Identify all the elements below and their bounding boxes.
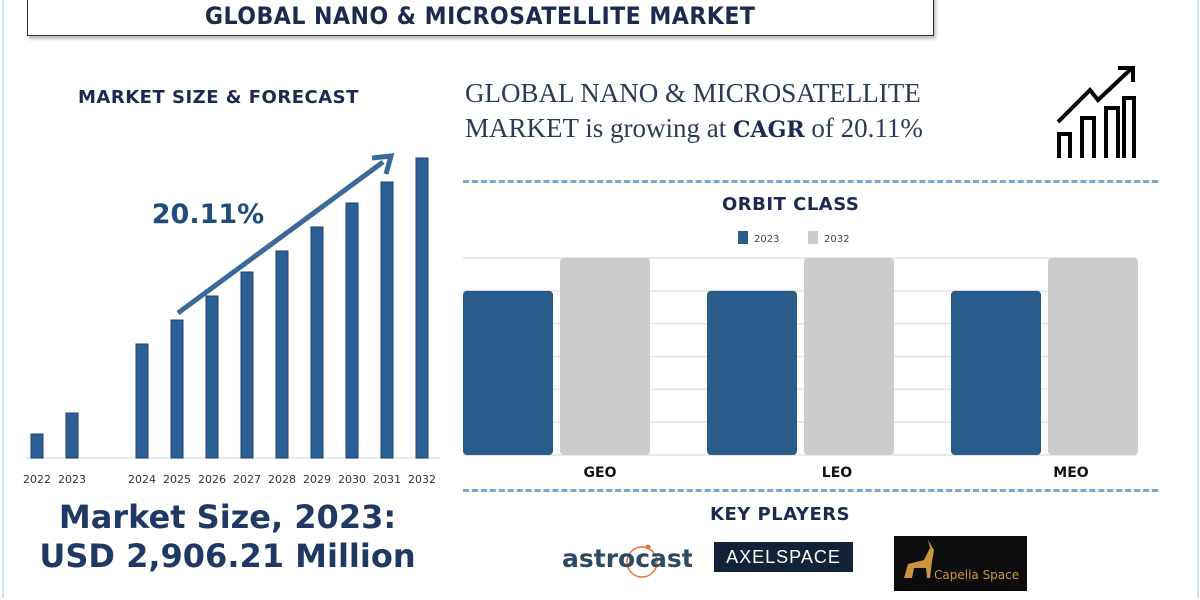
- bar-2030: [345, 202, 359, 459]
- bar-MEO-2032: [1048, 258, 1138, 455]
- tick-label-2026: 2026: [198, 473, 226, 486]
- key-players-heading: KEY PLAYERS: [710, 504, 851, 525]
- divider-top: [463, 180, 1158, 183]
- growth-chart-icon: [1056, 66, 1136, 158]
- cagr-line2: MARKET is growing at CAGR of 20.11%: [465, 113, 923, 144]
- bar-2025: [170, 319, 184, 459]
- legend-swatch-2032: [808, 231, 818, 244]
- orbit-class-heading: ORBIT CLASS: [722, 194, 860, 215]
- orbit-class-chart: 2023 2032 GEO LEO MEO: [463, 231, 1138, 481]
- arrow-head-icon: [371, 153, 395, 175]
- legend-label-2023: 2023: [754, 234, 779, 245]
- axelspace-text: AXELSPACE: [726, 546, 841, 567]
- market-size-heading: MARKET SIZE & FORECAST: [78, 87, 359, 108]
- bar-2027: [240, 271, 254, 459]
- bar-LEO-2032: [804, 258, 894, 455]
- bar-LEO-2023: [707, 290, 797, 455]
- tick-label-2030: 2030: [338, 473, 366, 486]
- bar-2032: [415, 157, 429, 459]
- tick-label-2032: 2032: [408, 473, 436, 486]
- bar-MEO-2023: [951, 290, 1041, 455]
- market-size-line1: Market Size, 2023:: [58, 498, 397, 536]
- category-label-GEO: GEO: [584, 465, 617, 481]
- bar-2024: [135, 343, 149, 459]
- category-label-MEO: MEO: [1053, 465, 1088, 481]
- market-size-line2: USD 2,906.21 Million: [39, 537, 416, 575]
- bar-2023: [65, 412, 79, 459]
- tick-label-2031: 2031: [373, 473, 401, 486]
- page-title: GLOBAL NANO & MICROSATELLITE MARKET: [205, 1, 756, 30]
- astrocast-logo: astrocast: [562, 540, 694, 585]
- cagr-line1: GLOBAL NANO & MICROSATELLITE: [465, 78, 921, 108]
- title-box: GLOBAL NANO & MICROSATELLITE MARKET: [27, 0, 934, 36]
- tick-label-2025: 2025: [163, 473, 191, 486]
- divider-bottom: [463, 489, 1158, 492]
- bar-2031: [380, 181, 394, 459]
- legend-label-2032: 2032: [824, 234, 849, 245]
- tick-label-2024: 2024: [128, 473, 156, 486]
- bar-2029: [310, 226, 324, 459]
- category-label-LEO: LEO: [822, 465, 852, 481]
- cagr-prefix: MARKET is growing at: [465, 113, 733, 143]
- legend-swatch-2023: [738, 231, 748, 244]
- bar-GEO-2023: [463, 290, 553, 455]
- bar-2022: [30, 433, 44, 459]
- trend-arrow: [176, 159, 385, 316]
- cagr-bold: CAGR: [733, 117, 805, 143]
- bar-2026: [205, 295, 219, 459]
- svg-text:Capella Space: Capella Space: [934, 568, 1019, 582]
- market-size-chart: 2022 2023 2024 2025 2026 2027 2028 2029 2030 2031…: [23, 153, 440, 486]
- tick-label-2023: 2023: [58, 473, 86, 486]
- svg-text:astrocast: astrocast: [562, 544, 692, 573]
- capella-space-logo: Capella Space: [894, 536, 1027, 591]
- cagr-suffix: of 20.11%: [804, 113, 923, 143]
- cagr-annotation: 20.11%: [152, 199, 264, 230]
- bar-2028: [275, 250, 289, 459]
- tick-label-2028: 2028: [268, 473, 296, 486]
- axelspace-logo: AXELSPACE: [714, 542, 853, 572]
- tick-label-2027: 2027: [233, 473, 261, 486]
- tick-label-2022: 2022: [23, 473, 51, 486]
- tick-label-2029: 2029: [303, 473, 331, 486]
- bar-GEO-2032: [560, 258, 650, 455]
